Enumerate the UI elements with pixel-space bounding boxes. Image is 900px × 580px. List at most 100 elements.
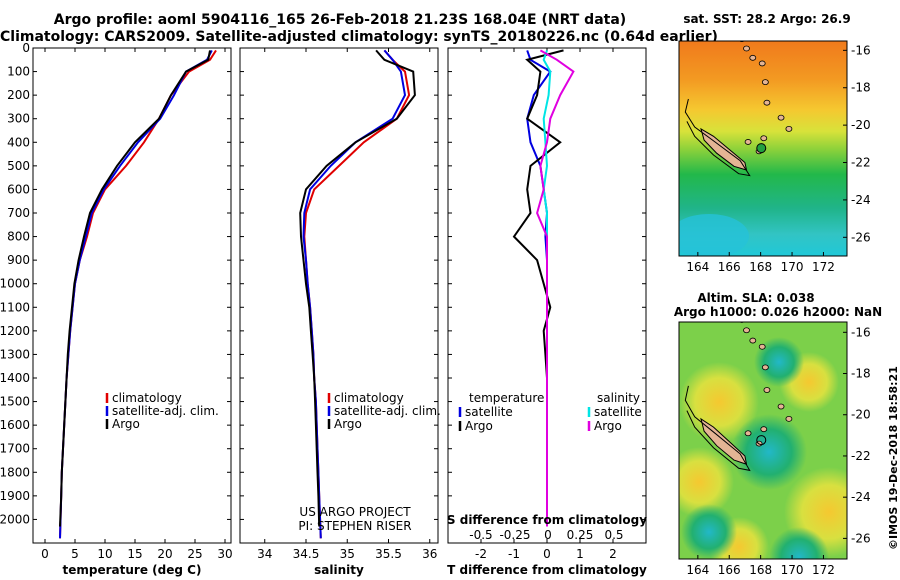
- island: [777, 114, 785, 121]
- map-y-tick-label: -22: [851, 156, 871, 170]
- y-tick-label: 1700: [0, 442, 30, 456]
- map-y-tick-label: -20: [851, 408, 871, 422]
- sla-high-patch: [679, 362, 759, 442]
- y-tick-label: 1500: [0, 395, 30, 409]
- y-tick-label: 300: [7, 112, 30, 126]
- island: [785, 125, 793, 132]
- map-x-tick-label: 172: [812, 563, 835, 577]
- panel-difference: -2 -1 0 1 2 T difference from climatology temp…: [447, 47, 647, 577]
- y-tick-label: 2000: [0, 512, 30, 526]
- y-tick-label: 1100: [0, 300, 30, 314]
- map-y-tick-label: -26: [851, 531, 871, 545]
- map-y-tick-label: -24: [851, 193, 871, 207]
- credit-timestamp: ©IMOS 19-Dec-2018 18:58:21: [887, 366, 900, 550]
- figure-title-line2: Climatology: CARS2009. Satellite-adjuste…: [0, 29, 718, 45]
- legend-label: climatology: [112, 391, 182, 405]
- map-field: [679, 322, 847, 559]
- island: [763, 387, 771, 393]
- map-map_sst: 164 166 168 170 172 -16 -18 -20 -22 -24 -26 sat. SS…: [678, 12, 871, 274]
- island: [758, 343, 766, 350]
- y-tick-label: 1600: [0, 418, 30, 432]
- x-tick-label: 35.5: [375, 547, 402, 561]
- map-x-tick-label: 166: [718, 260, 741, 274]
- reef-outline: [684, 98, 751, 177]
- x-axis-label: temperature (deg C): [63, 563, 202, 577]
- panel-temperature: 0100200300400500600700800900100011001200…: [0, 41, 233, 577]
- y-tick-label: 1000: [0, 277, 30, 291]
- series-group: [512, 49, 575, 527]
- argo-location-marker: [756, 143, 767, 154]
- y-tick-label: 900: [7, 253, 30, 267]
- x-tick-label: 10: [97, 547, 112, 561]
- sst-cool-patch: [679, 214, 749, 256]
- y-tick-label: 1400: [0, 371, 30, 385]
- x-tick-label: 2: [609, 547, 617, 561]
- legend-label: Argo: [594, 419, 622, 433]
- legend-label: satellite-adj. clim.: [112, 404, 219, 418]
- x-tick-label: 15: [127, 547, 142, 561]
- reef-outline: [684, 385, 751, 472]
- x-tick-label-salinity: 0.5: [604, 528, 623, 542]
- legend-label: satellite-adj. clim.: [334, 404, 441, 418]
- y-tick-label: 1900: [0, 489, 30, 503]
- x-tick-label-salinity: -0.5: [469, 528, 492, 542]
- island: [761, 364, 769, 371]
- map-y-tick-label: -22: [851, 449, 871, 463]
- legend-label: climatology: [334, 391, 404, 405]
- x-axis-label: salinity: [314, 563, 364, 577]
- island: [744, 430, 752, 437]
- x-tick-label: -2: [475, 547, 487, 561]
- map-x-tick-label: 164: [686, 260, 709, 274]
- y-tick-label: 1200: [0, 324, 30, 338]
- y-tick-label: 1300: [0, 347, 30, 361]
- x-tick-label: 0: [543, 547, 551, 561]
- island: [744, 139, 752, 145]
- map-y-tick-label: -16: [851, 325, 871, 339]
- sla-low-patch: [681, 504, 737, 559]
- legend-label: Argo: [334, 417, 362, 431]
- map-y-tick-label: -20: [851, 118, 871, 132]
- y-tick-label: 0: [22, 41, 30, 55]
- x-tick-label: 36: [422, 547, 437, 561]
- y-tick-label: 500: [7, 159, 30, 173]
- map-x-tick-label: 166: [718, 563, 741, 577]
- legend-label: Argo: [112, 417, 140, 431]
- pi-label: PI: STEPHEN RISER: [298, 519, 411, 533]
- island: [760, 426, 768, 433]
- legend-label: Argo: [465, 419, 493, 433]
- map-field: [679, 41, 847, 256]
- sla-low-patch: [754, 337, 804, 387]
- map-map_sla: 164 166 168 170 172 -16 -18 -20 -22 -24 -26 Altim. …: [674, 291, 882, 577]
- y-tick-label: 1800: [0, 465, 30, 479]
- sla-map-title-line1: Altim. SLA: 0.038: [697, 291, 814, 305]
- x-tick-label: -1: [508, 547, 520, 561]
- map-x-tick-label: 172: [812, 260, 835, 274]
- y-tick-label: 400: [7, 135, 30, 149]
- island: [785, 415, 793, 422]
- series-line-argo: [299, 49, 416, 527]
- panel-frame-temperature: [32, 47, 232, 544]
- sla-high-patch: [679, 447, 734, 517]
- map-frame: [678, 40, 848, 257]
- x-axis-label-salinity: S difference from climatology: [447, 513, 647, 527]
- y-tick-label: 700: [7, 206, 30, 220]
- argo-location-marker: [756, 435, 767, 446]
- map-y-tick-label: -18: [851, 81, 871, 95]
- series-line-s-argo: [536, 49, 575, 527]
- y-tick-label: 600: [7, 182, 30, 196]
- map-x-tick-label: 164: [686, 563, 709, 577]
- panel-salinity: 34 34.5 35 35.5 36 salinity climatologysatelli…: [239, 47, 441, 577]
- island: [763, 99, 771, 106]
- legend-title-salinity: salinity: [597, 391, 640, 405]
- series-line-argo: [59, 50, 211, 527]
- island: [777, 403, 785, 410]
- map-x-tick-label: 168: [749, 260, 772, 274]
- y-tick-label: 200: [7, 88, 30, 102]
- map-x-tick-label: 170: [781, 260, 804, 274]
- sla-low-patch: [731, 414, 807, 490]
- x-tick-label: 35: [340, 547, 355, 561]
- x-tick-label: 30: [217, 547, 232, 561]
- profile-panels: 0100200300400500600700800900100011001200…: [0, 41, 647, 577]
- sst-map-title: sat. SST: 28.2 Argo: 26.9: [683, 12, 850, 26]
